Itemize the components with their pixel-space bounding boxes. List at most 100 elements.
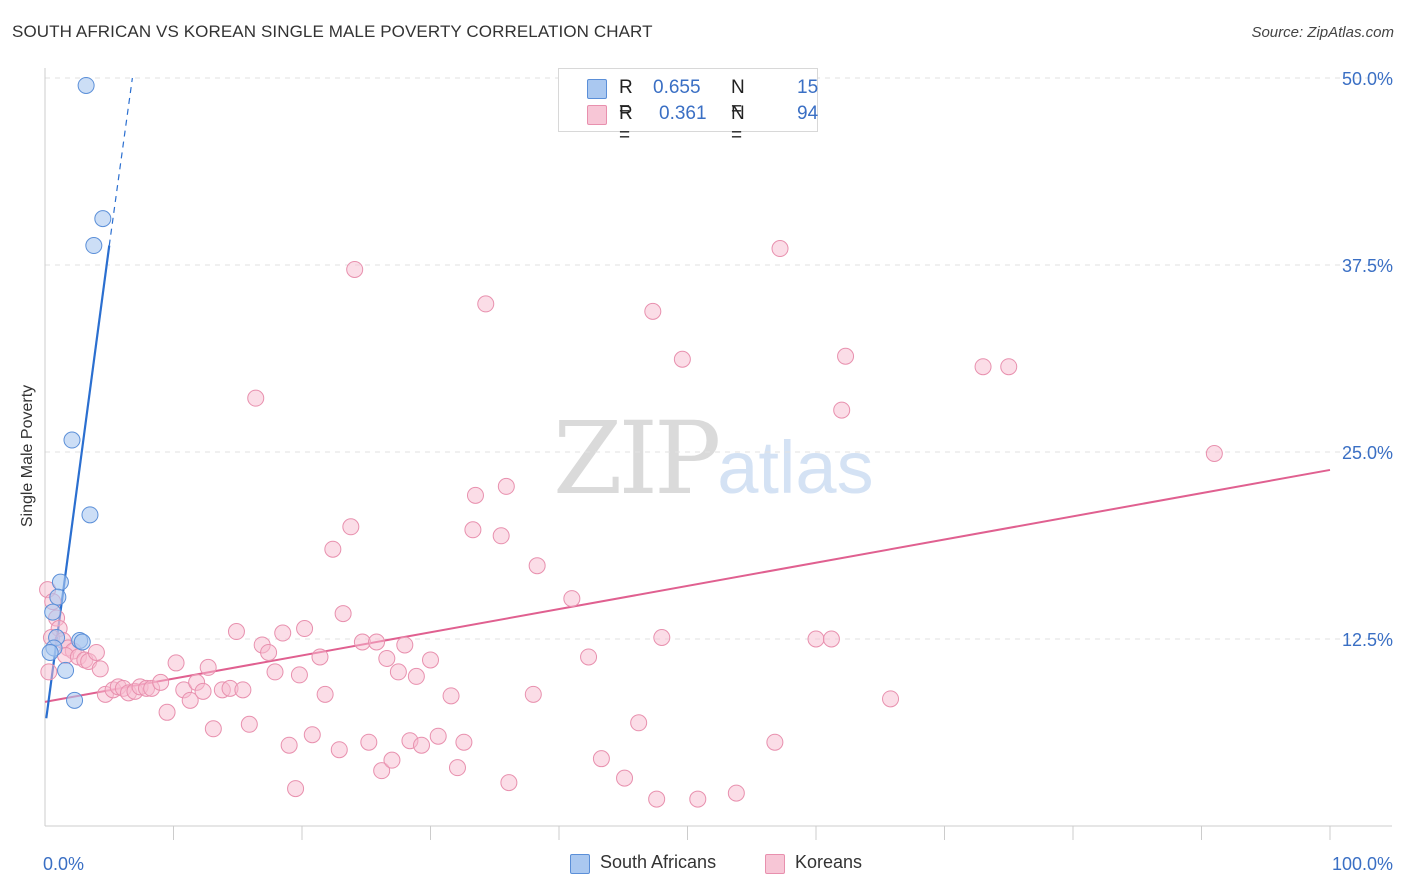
point-korean [524, 685, 542, 703]
point-korean [330, 741, 348, 759]
point-korean [1205, 444, 1223, 462]
point-korean [91, 660, 109, 678]
point-korean [280, 736, 298, 754]
point-korean [528, 557, 546, 575]
point-korean [477, 295, 495, 313]
point-korean [563, 590, 581, 608]
trendlines [44, 77, 1331, 719]
point-korean [346, 260, 364, 278]
point-south-african [73, 633, 91, 651]
point-korean [181, 691, 199, 709]
x-tick-label: 100.0% [1332, 854, 1393, 874]
y-tick-label: 37.5% [1342, 256, 1393, 276]
point-korean [413, 736, 431, 754]
point-korean [342, 518, 360, 536]
point-korean [648, 790, 666, 808]
point-korean [592, 750, 610, 768]
point-korean [644, 302, 662, 320]
point-korean [240, 715, 258, 733]
point-korean [360, 733, 378, 751]
legend-swatch-blue [587, 79, 607, 99]
point-korean [822, 630, 840, 648]
point-korean [227, 623, 245, 641]
legend-r-value: 0.655 [653, 77, 701, 98]
point-south-african [51, 573, 69, 591]
point-korean [766, 733, 784, 751]
point-korean [389, 663, 407, 681]
point-south-african [94, 210, 112, 228]
point-korean [383, 751, 401, 769]
gridlines [45, 77, 1392, 640]
point-korean [422, 651, 439, 669]
point-korean [448, 759, 466, 777]
series-south-africans [41, 76, 112, 709]
point-korean [152, 673, 170, 691]
point-korean [396, 636, 414, 654]
point-korean [464, 521, 482, 539]
point-korean [378, 649, 396, 667]
correlation-legend: R = 0.655 N = 15 R = 0.361 N = 94 [558, 68, 819, 146]
series-koreans [39, 240, 1223, 808]
point-korean [833, 401, 851, 419]
bottom-legend-label: Koreans [795, 852, 863, 872]
point-korean [653, 629, 671, 647]
y-tick-label: 25.0% [1342, 443, 1393, 463]
point-south-african [57, 661, 75, 679]
point-korean [807, 630, 825, 648]
point-korean [771, 240, 789, 258]
point-korean [290, 666, 308, 684]
point-korean [247, 389, 265, 407]
axes [44, 68, 1392, 840]
point-korean [974, 358, 992, 376]
point-korean [234, 681, 252, 699]
point-korean [266, 663, 284, 681]
point-korean [316, 685, 334, 703]
trendline-south-africans-extension [108, 77, 133, 246]
point-korean [311, 648, 329, 666]
watermark: ZIPatlas [553, 400, 874, 517]
point-korean [373, 762, 391, 780]
point-korean [727, 784, 745, 802]
watermark-atlas: atlas [717, 426, 874, 509]
legend-swatch-pink [587, 105, 607, 125]
point-korean [1000, 358, 1018, 376]
point-korean [204, 720, 222, 738]
point-korean [500, 774, 518, 792]
point-south-african [63, 431, 81, 449]
point-korean [497, 477, 515, 495]
point-korean [455, 733, 473, 751]
legend-n-label: N = [731, 77, 745, 120]
source-credit: Source: ZipAtlas.com [1251, 24, 1394, 41]
legend-r-value: 0.361 [659, 103, 707, 124]
legend-r-label: R = [619, 103, 633, 146]
y-tick-label: 50.0% [1342, 69, 1393, 89]
point-korean [334, 605, 352, 623]
point-korean [296, 620, 314, 638]
legend-n-label: N = [731, 103, 745, 146]
point-south-african [81, 506, 99, 524]
tick-labels: 12.5% 25.0% 37.5% 50.0% 0.0% 100.0% [43, 69, 1393, 874]
point-korean [630, 714, 648, 732]
point-south-african [66, 691, 84, 709]
point-korean [466, 486, 484, 504]
point-korean [353, 633, 371, 651]
x-tick-label: 0.0% [43, 854, 84, 874]
point-south-african [85, 237, 103, 255]
legend-n-value: 94 [797, 103, 819, 124]
point-korean [580, 648, 598, 666]
chart-title: SOUTH AFRICAN VS KOREAN SINGLE MALE POVE… [12, 22, 653, 41]
point-korean [429, 727, 447, 745]
point-korean [274, 624, 292, 642]
trendline-koreans [44, 468, 1331, 703]
watermark-zip: ZIP [553, 400, 721, 517]
point-korean [260, 643, 278, 661]
point-korean [40, 663, 58, 681]
point-korean [303, 726, 321, 744]
y-tick-label: 12.5% [1342, 630, 1393, 650]
point-korean [87, 643, 105, 661]
point-korean [492, 527, 510, 545]
point-korean [158, 703, 176, 721]
point-korean [199, 658, 217, 676]
point-korean [689, 790, 707, 808]
